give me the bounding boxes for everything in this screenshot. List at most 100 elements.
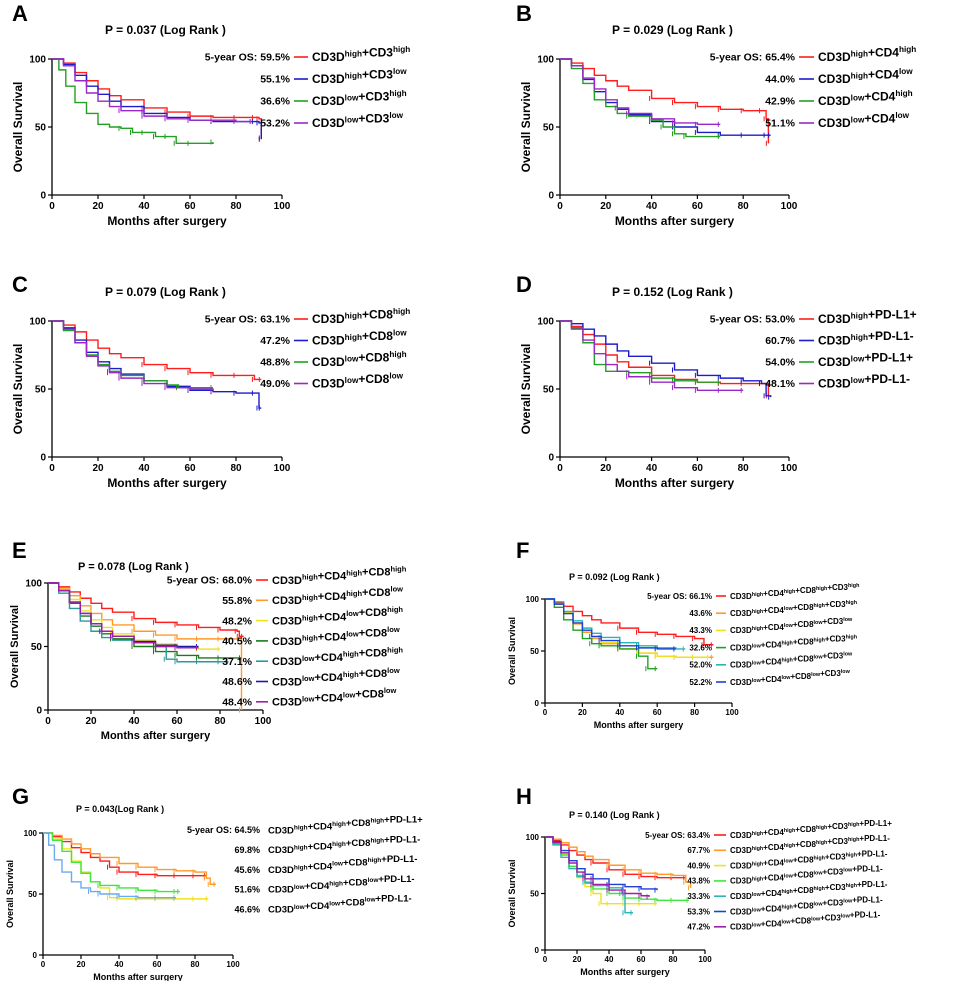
panel-D: D P = 0.152 (Log Rank ) 0 20 40 60 80 100 0 50 100…	[516, 272, 917, 490]
legend-label-text: +CD8	[795, 586, 816, 595]
legend-label-text: +CD8	[359, 668, 387, 680]
x-tick-label: 100	[698, 955, 712, 964]
legend-label-text: CD3D	[818, 312, 851, 326]
p-value-label: P = 0.029 (Log Rank )	[612, 23, 733, 37]
legend-label-superscript: low	[814, 655, 824, 661]
legend-label-text: +CD3	[827, 583, 848, 592]
legend-label-superscript: high	[752, 877, 763, 883]
legend-label-text: CD3D	[730, 626, 752, 635]
x-axis-label: Months after surgery	[107, 214, 227, 228]
legend-label-text: +CD3	[362, 68, 393, 82]
survival-curve-A-2	[52, 58, 262, 140]
legend-label-text: CD3D	[730, 877, 752, 886]
x-tick-label: 20	[573, 955, 582, 964]
legend-label-superscript: low	[843, 652, 853, 658]
legend-label-superscript: high	[814, 603, 825, 609]
legend-label: CD3Dhigh+CD4low+CD8high+PD-L1-	[268, 854, 417, 876]
legend-label-text: +CD4	[318, 632, 347, 644]
legend-label-superscript: high	[848, 822, 859, 828]
panel-E: E P = 0.078 (Log Rank ) 0 20 40 60 80 100 0 50 100…	[9, 538, 407, 742]
legend-label-text: +CD4	[308, 822, 333, 833]
legend-label-superscript: low	[389, 372, 403, 381]
legend-label-text: +CD8	[340, 897, 365, 908]
legend-label-text: +PD-L1-	[376, 894, 412, 905]
survival-curve-G-5	[43, 832, 176, 899]
y-tick-label: 0	[36, 706, 42, 717]
legend-label-superscript: high	[368, 857, 382, 864]
legend-label-text: CD3D	[730, 678, 752, 687]
x-tick-label: 40	[115, 960, 124, 969]
legend-label: CD3Dhigh+CD4low+CD8low	[272, 625, 400, 648]
legend-label-text: +CD8	[793, 603, 814, 612]
legend-label-text: CD3D	[312, 94, 345, 108]
legend-label-text: CD3D	[730, 643, 752, 652]
legend-os-value: 5-year OS: 63.1%	[205, 314, 291, 326]
survival-curve-B-2	[560, 58, 771, 136]
x-tick-label: 100	[781, 201, 798, 212]
x-tick-label: 60	[184, 463, 196, 474]
legend-label-superscript: high	[329, 881, 343, 888]
survival-curve-H-2	[545, 836, 692, 888]
survival-curve-B-4	[560, 58, 721, 125]
legend-label-superscript: high	[393, 307, 410, 316]
legend-label: CD3Dhigh+CD3low	[312, 67, 407, 86]
panel-letter: H	[516, 784, 532, 809]
legend-label-text: CD3D	[272, 575, 302, 587]
x-tick-label: 0	[41, 960, 46, 969]
legend-label-text: +CD8	[793, 871, 814, 880]
legend-label-text: CD3D	[272, 615, 302, 627]
y-tick-label: 100	[24, 829, 38, 838]
legend-label-superscript: high	[346, 589, 362, 598]
x-tick-label: 40	[138, 463, 150, 474]
legend-label-superscript: high	[816, 825, 827, 831]
legend-os-value: 53.2%	[260, 118, 290, 130]
legend-os-value: 33.3%	[687, 892, 710, 901]
x-tick-label: 100	[781, 463, 798, 474]
legend-label-text: +PD-L1-	[864, 372, 910, 386]
legend-label: CD3Dhigh+CD4high+CD8high+CD3high+PD-L1+	[730, 819, 892, 840]
legend-label-text: +CD4	[763, 843, 784, 852]
legend-label: CD3Dlow+CD4high+CD8high+CD3high+PD-L1-	[730, 880, 888, 901]
y-tick-label: 100	[25, 579, 42, 590]
legend-label-superscript: high	[345, 312, 362, 321]
legend-os-value: 47.2%	[260, 335, 290, 347]
legend-label-superscript: low	[752, 678, 762, 684]
legend-label-text: +CD3	[825, 883, 846, 892]
legend-label: CD3Dlow+CD4high	[818, 89, 913, 108]
legend-label-superscript: high	[345, 72, 362, 81]
x-tick-label: 60	[153, 960, 162, 969]
legend-label-text: +CD4	[761, 675, 782, 684]
legend-label-superscript: high	[851, 333, 868, 342]
legend-os-value: 5-year OS: 63.4%	[645, 831, 710, 840]
legend-label-text: CD3D	[730, 592, 752, 601]
legend-label: CD3Dhigh+PD-L1+	[818, 308, 917, 327]
y-axis-label: Overall Survival	[5, 860, 15, 928]
legend-label-text: +PD-L1-	[852, 895, 883, 904]
x-tick-label: 20	[92, 201, 104, 212]
x-tick-label: 80	[214, 716, 226, 727]
panel-H: H P = 0.140 (Log Rank ) 0 20 40 60 80 100 0 50 100…	[507, 784, 892, 977]
legend-os-value: 5-year OS: 59.5%	[205, 52, 291, 64]
legend-label-text: +CD3	[358, 112, 389, 126]
panel-A: A P = 0.037 (Log Rank ) 0 20 40 60 80 100 0 50 100…	[11, 1, 410, 228]
legend-label-text: +PD-L1-	[378, 874, 414, 885]
legend-label: CD3Dhigh+CD4high+CD8high+CD3high+PD-L1-	[730, 834, 890, 855]
legend-label-text: +CD8	[343, 858, 368, 869]
legend-os-value: 55.1%	[260, 74, 290, 86]
legend-label-superscript: low	[393, 329, 407, 338]
legend-label-superscript: low	[390, 585, 403, 594]
x-tick-label: 40	[646, 201, 658, 212]
legend-label-superscript: low	[784, 623, 794, 629]
x-tick-label: 20	[92, 463, 104, 474]
legend-label: CD3Dhigh+CD4low	[818, 67, 913, 86]
legend-label-superscript: low	[302, 674, 315, 683]
survival-curve-E-7	[48, 582, 199, 649]
legend-label-text: CD3D	[272, 636, 302, 648]
y-axis-label: Overall Survival	[9, 605, 21, 688]
legend-label-text: +CD4	[318, 611, 347, 623]
legend-os-value: 53.3%	[687, 907, 710, 916]
survival-curve-D-4	[560, 320, 744, 392]
legend-label-superscript: high	[752, 831, 763, 837]
legend-os-value: 5-year OS: 65.4%	[710, 52, 796, 64]
